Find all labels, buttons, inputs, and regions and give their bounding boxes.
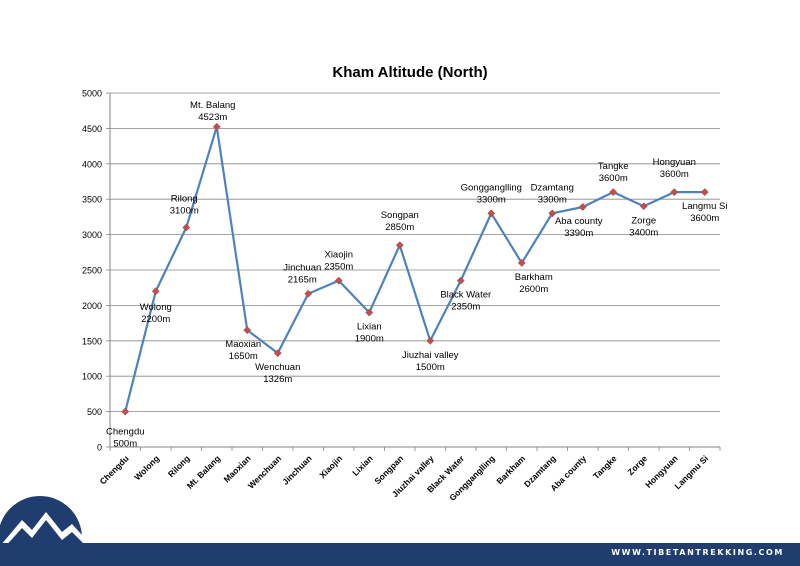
data-point [212,122,221,131]
data-point [670,188,679,197]
data-point [578,203,587,211]
altitude-chart: Kham Altitude (North) 0 500 1000 1500 2000 25… [82,64,727,503]
x-tick-label: Xiaojin [317,453,344,480]
data-labels: Chengdu 500m Wolong 2200m Rilong 3100m Mt. Bal… [106,100,727,450]
data-label: Lixian 1900m [355,321,384,344]
y-tick-label: 4500 [82,124,102,134]
data-point [121,407,130,416]
data-label: Xiaojin 2350m [324,250,353,273]
data-label: Mt. Balang 4523m [190,100,235,123]
data-point [273,349,282,358]
y-tick-label: 500 [87,407,102,417]
data-markers [121,122,709,416]
data-point [243,326,252,335]
data-point [517,258,526,267]
y-tick-label: 4000 [82,159,102,169]
x-tick-label: Wenchuan [246,453,283,490]
x-tick-label: Rilong [166,453,192,479]
y-tick-label: 3500 [82,195,102,205]
y-tick-label: 5000 [82,89,102,99]
x-tick-label: Wolong [132,453,161,482]
data-point [304,289,313,298]
x-tick-label: Zorge [625,453,649,477]
data-label: Tangke 3600m [598,161,629,184]
y-tick-label: 1000 [82,372,102,382]
data-label: Black Water 2350m [440,290,491,313]
x-tick-label: Tangke [591,453,619,481]
data-point [487,209,496,218]
footer-bar [0,543,800,566]
data-point [182,223,191,232]
y-tick-label: 1500 [82,336,102,346]
data-label: Jinchuan 2165m [283,263,321,286]
data-label: Wolong 2200m [140,302,172,325]
data-point [548,209,557,218]
y-tick-label: 3000 [82,230,102,240]
data-label: Jiuzhai valley 1500m [402,350,459,373]
axes: 0 500 1000 1500 2000 2500 3000 3500 4000 4500 5000… [82,89,721,503]
data-label: Wenchuan 1326m [255,362,300,385]
x-tick-label: Chengdu [98,453,131,486]
x-tick-label: Maoxian [222,453,253,484]
data-label: Chengdu 500m [106,427,145,450]
data-label: Rilong 3100m [170,194,199,217]
y-tick-label: 0 [97,443,102,453]
data-label: Langmu Si 3600m [682,201,727,224]
y-tick-label: 2000 [82,301,102,311]
data-point [700,188,709,197]
data-point [334,276,343,285]
data-point [365,308,374,317]
altitude-line [124,125,705,412]
x-tick-label: Mt. Balang [185,453,222,490]
x-tick-label: Jinchuan [280,453,313,486]
data-label: Aba county 3390m [555,216,603,239]
data-point [151,287,160,296]
data-label: Maoxian 1650m [225,339,261,362]
data-point [456,276,465,285]
chart-title: Kham Altitude (North) [332,64,487,81]
footer-url[interactable]: WWW.TIBETANTREKKING.COM [611,548,784,557]
data-point [639,202,648,211]
data-label: Zorge 3400m [629,215,658,238]
x-tick-label: Lixian [350,453,374,477]
series-line [124,125,705,412]
data-label: Dzamtang 3300m [531,182,574,205]
data-label: Gongganglling 3300m [461,182,522,205]
gridlines [110,92,720,413]
data-label: Songpan 2850m [381,210,419,233]
data-label: Barkham 2600m [515,272,553,295]
data-point [426,336,435,345]
data-point [609,188,618,197]
data-point [395,241,404,250]
data-label: Hongyuan 3600m [653,157,696,180]
y-tick-label: 2500 [82,266,102,276]
